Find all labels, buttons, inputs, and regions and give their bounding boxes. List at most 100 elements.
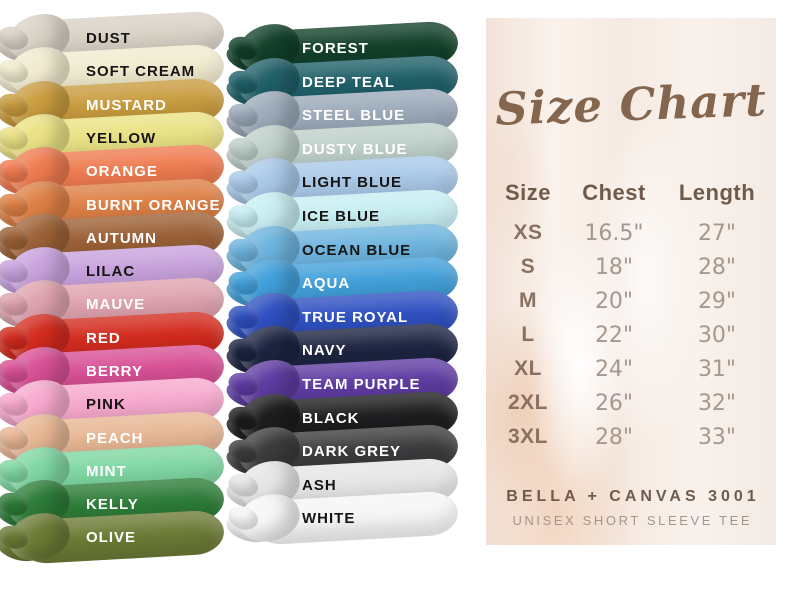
- color-swatch-aqua: AQUA: [223, 253, 460, 313]
- color-swatch-dark-grey: DARK GREY: [223, 421, 460, 481]
- color-swatch-peach: PEACH: [0, 408, 226, 468]
- header-size: Size: [504, 180, 552, 205]
- size-table-row: 3XL 28" 33": [486, 420, 776, 454]
- color-swatch-mauve: MAUVE: [0, 274, 226, 334]
- color-swatch-true-royal: TRUE ROYAL: [223, 287, 460, 347]
- size-table-header: Size Chest Length: [486, 180, 776, 206]
- color-swatch-pink: PINK: [0, 374, 226, 434]
- color-swatch-burnt-orange: BURNT ORANGE: [0, 175, 226, 235]
- color-label: NAVY: [302, 342, 347, 359]
- color-label: MUSTARD: [86, 97, 167, 114]
- length-cell: 32": [697, 390, 737, 416]
- color-label: TRUE ROYAL: [302, 309, 409, 326]
- color-label: WHITE: [302, 510, 356, 527]
- product-line: UNISEX SHORT SLEEVE TEE: [512, 513, 753, 528]
- size-chart-title: Size Chart: [494, 73, 768, 136]
- color-label: OLIVE: [86, 529, 137, 546]
- size-cell: M: [519, 289, 537, 312]
- chest-cell: 28": [594, 424, 634, 450]
- color-swatch-ash: ASH: [223, 455, 460, 515]
- color-swatch-orange: ORANGE: [0, 141, 226, 201]
- length-cell: 27": [697, 220, 737, 246]
- chest-cell: 20": [594, 288, 634, 314]
- size-cell: S: [520, 255, 536, 278]
- color-swatch-navy: NAVY: [223, 320, 460, 380]
- size-table-row: L 22" 30": [486, 318, 776, 352]
- color-label: LIGHT BLUE: [302, 174, 402, 191]
- color-label: KELLY: [86, 496, 139, 513]
- color-label: PEACH: [86, 430, 144, 447]
- size-cell: XL: [514, 357, 542, 380]
- length-cell: 31": [697, 356, 737, 382]
- color-label: AQUA: [302, 275, 351, 292]
- color-swatch-ice-blue: ICE BLUE: [223, 186, 460, 246]
- color-label: ICE BLUE: [302, 208, 381, 225]
- chest-cell: 18": [594, 254, 634, 280]
- size-table-row: S 18" 28": [486, 250, 776, 284]
- color-swatch-black: BLACK: [223, 388, 460, 448]
- header-length: Length: [678, 180, 756, 205]
- color-label: MINT: [86, 463, 127, 480]
- length-cell: 29": [697, 288, 737, 314]
- color-label: DUST: [86, 30, 131, 47]
- color-swatch-kelly: KELLY: [0, 474, 226, 534]
- size-cell: 3XL: [507, 425, 548, 448]
- color-label: BLACK: [302, 410, 360, 427]
- color-swatch-team-purple: TEAM PURPLE: [223, 354, 460, 414]
- color-swatch-autumn: AUTUMN: [0, 208, 226, 268]
- color-swatch-mustard: MUSTARD: [0, 75, 226, 135]
- pampas-photo-background: [486, 18, 776, 545]
- color-swatch-yellow: YELLOW: [0, 108, 226, 168]
- color-swatch-red: RED: [0, 308, 226, 368]
- color-swatch-dusty-blue: DUSTY BLUE: [223, 119, 460, 179]
- color-swatch-deep-teal: DEEP TEAL: [223, 52, 460, 112]
- color-label: DEEP TEAL: [302, 74, 395, 91]
- size-cell: L: [521, 323, 535, 346]
- color-label: FOREST: [302, 40, 369, 57]
- size-table-row: M 20" 29": [486, 284, 776, 318]
- color-label: AUTUMN: [86, 230, 157, 247]
- color-column-left: DUST SOFT CREAM MUSTARD YELLOW ORANGE BURNT O…: [0, 8, 226, 584]
- color-swatch-white: WHITE: [223, 488, 460, 548]
- color-label: OCEAN BLUE: [302, 242, 412, 259]
- color-swatch-lilac: LILAC: [0, 241, 226, 301]
- color-swatch-soft-cream: SOFT CREAM: [0, 41, 226, 101]
- color-label: YELLOW: [86, 130, 157, 147]
- color-swatch-ocean-blue: OCEAN BLUE: [223, 220, 460, 280]
- color-swatch-forest: FOREST: [223, 18, 460, 78]
- header-chest: Chest: [582, 180, 646, 205]
- chest-cell: 24": [594, 356, 634, 382]
- color-label: DARK GREY: [302, 443, 402, 460]
- size-table-row: 2XL 26" 32": [486, 386, 776, 420]
- chest-cell: 22": [594, 322, 634, 348]
- color-label: ASH: [302, 477, 337, 494]
- color-label: ORANGE: [86, 163, 158, 180]
- color-column-right: FOREST DEEP TEAL STEEL BLUE DUSTY BLUE LIGHT…: [223, 18, 460, 582]
- size-table-body: XS 16.5" 27" S 18" 28" M 20" 29" L 22" 30" XL 24" 31" 2…: [486, 216, 776, 454]
- color-label: PINK: [86, 396, 126, 413]
- length-cell: 33": [697, 424, 737, 450]
- color-label: MAUVE: [86, 296, 146, 313]
- color-label: STEEL BLUE: [302, 107, 406, 124]
- color-label: SOFT CREAM: [86, 63, 196, 80]
- color-label: DUSTY BLUE: [302, 141, 408, 158]
- size-chart-panel: Size Chart Size Chest Length XS 16.5" 27" S…: [486, 18, 776, 545]
- color-label: RED: [86, 330, 121, 347]
- size-cell: 2XL: [507, 391, 548, 414]
- chest-cell: 26": [594, 390, 634, 416]
- color-swatch-berry: BERRY: [0, 341, 226, 401]
- brand-line: BELLA + CANVAS 3001: [506, 488, 760, 505]
- length-cell: 28": [697, 254, 737, 280]
- size-table-row: XL 24" 31": [486, 352, 776, 386]
- color-label: TEAM PURPLE: [302, 376, 421, 393]
- chest-cell: 16.5": [584, 220, 644, 246]
- color-swatch-steel-blue: STEEL BLUE: [223, 85, 460, 145]
- size-table-row: XS 16.5" 27": [486, 216, 776, 250]
- color-swatch-dust: DUST: [0, 8, 226, 68]
- color-swatch-mint: MINT: [0, 441, 226, 501]
- color-swatch-olive: OLIVE: [0, 507, 226, 567]
- color-label: LILAC: [86, 263, 136, 280]
- length-cell: 30": [697, 322, 737, 348]
- color-label: BERRY: [86, 363, 143, 380]
